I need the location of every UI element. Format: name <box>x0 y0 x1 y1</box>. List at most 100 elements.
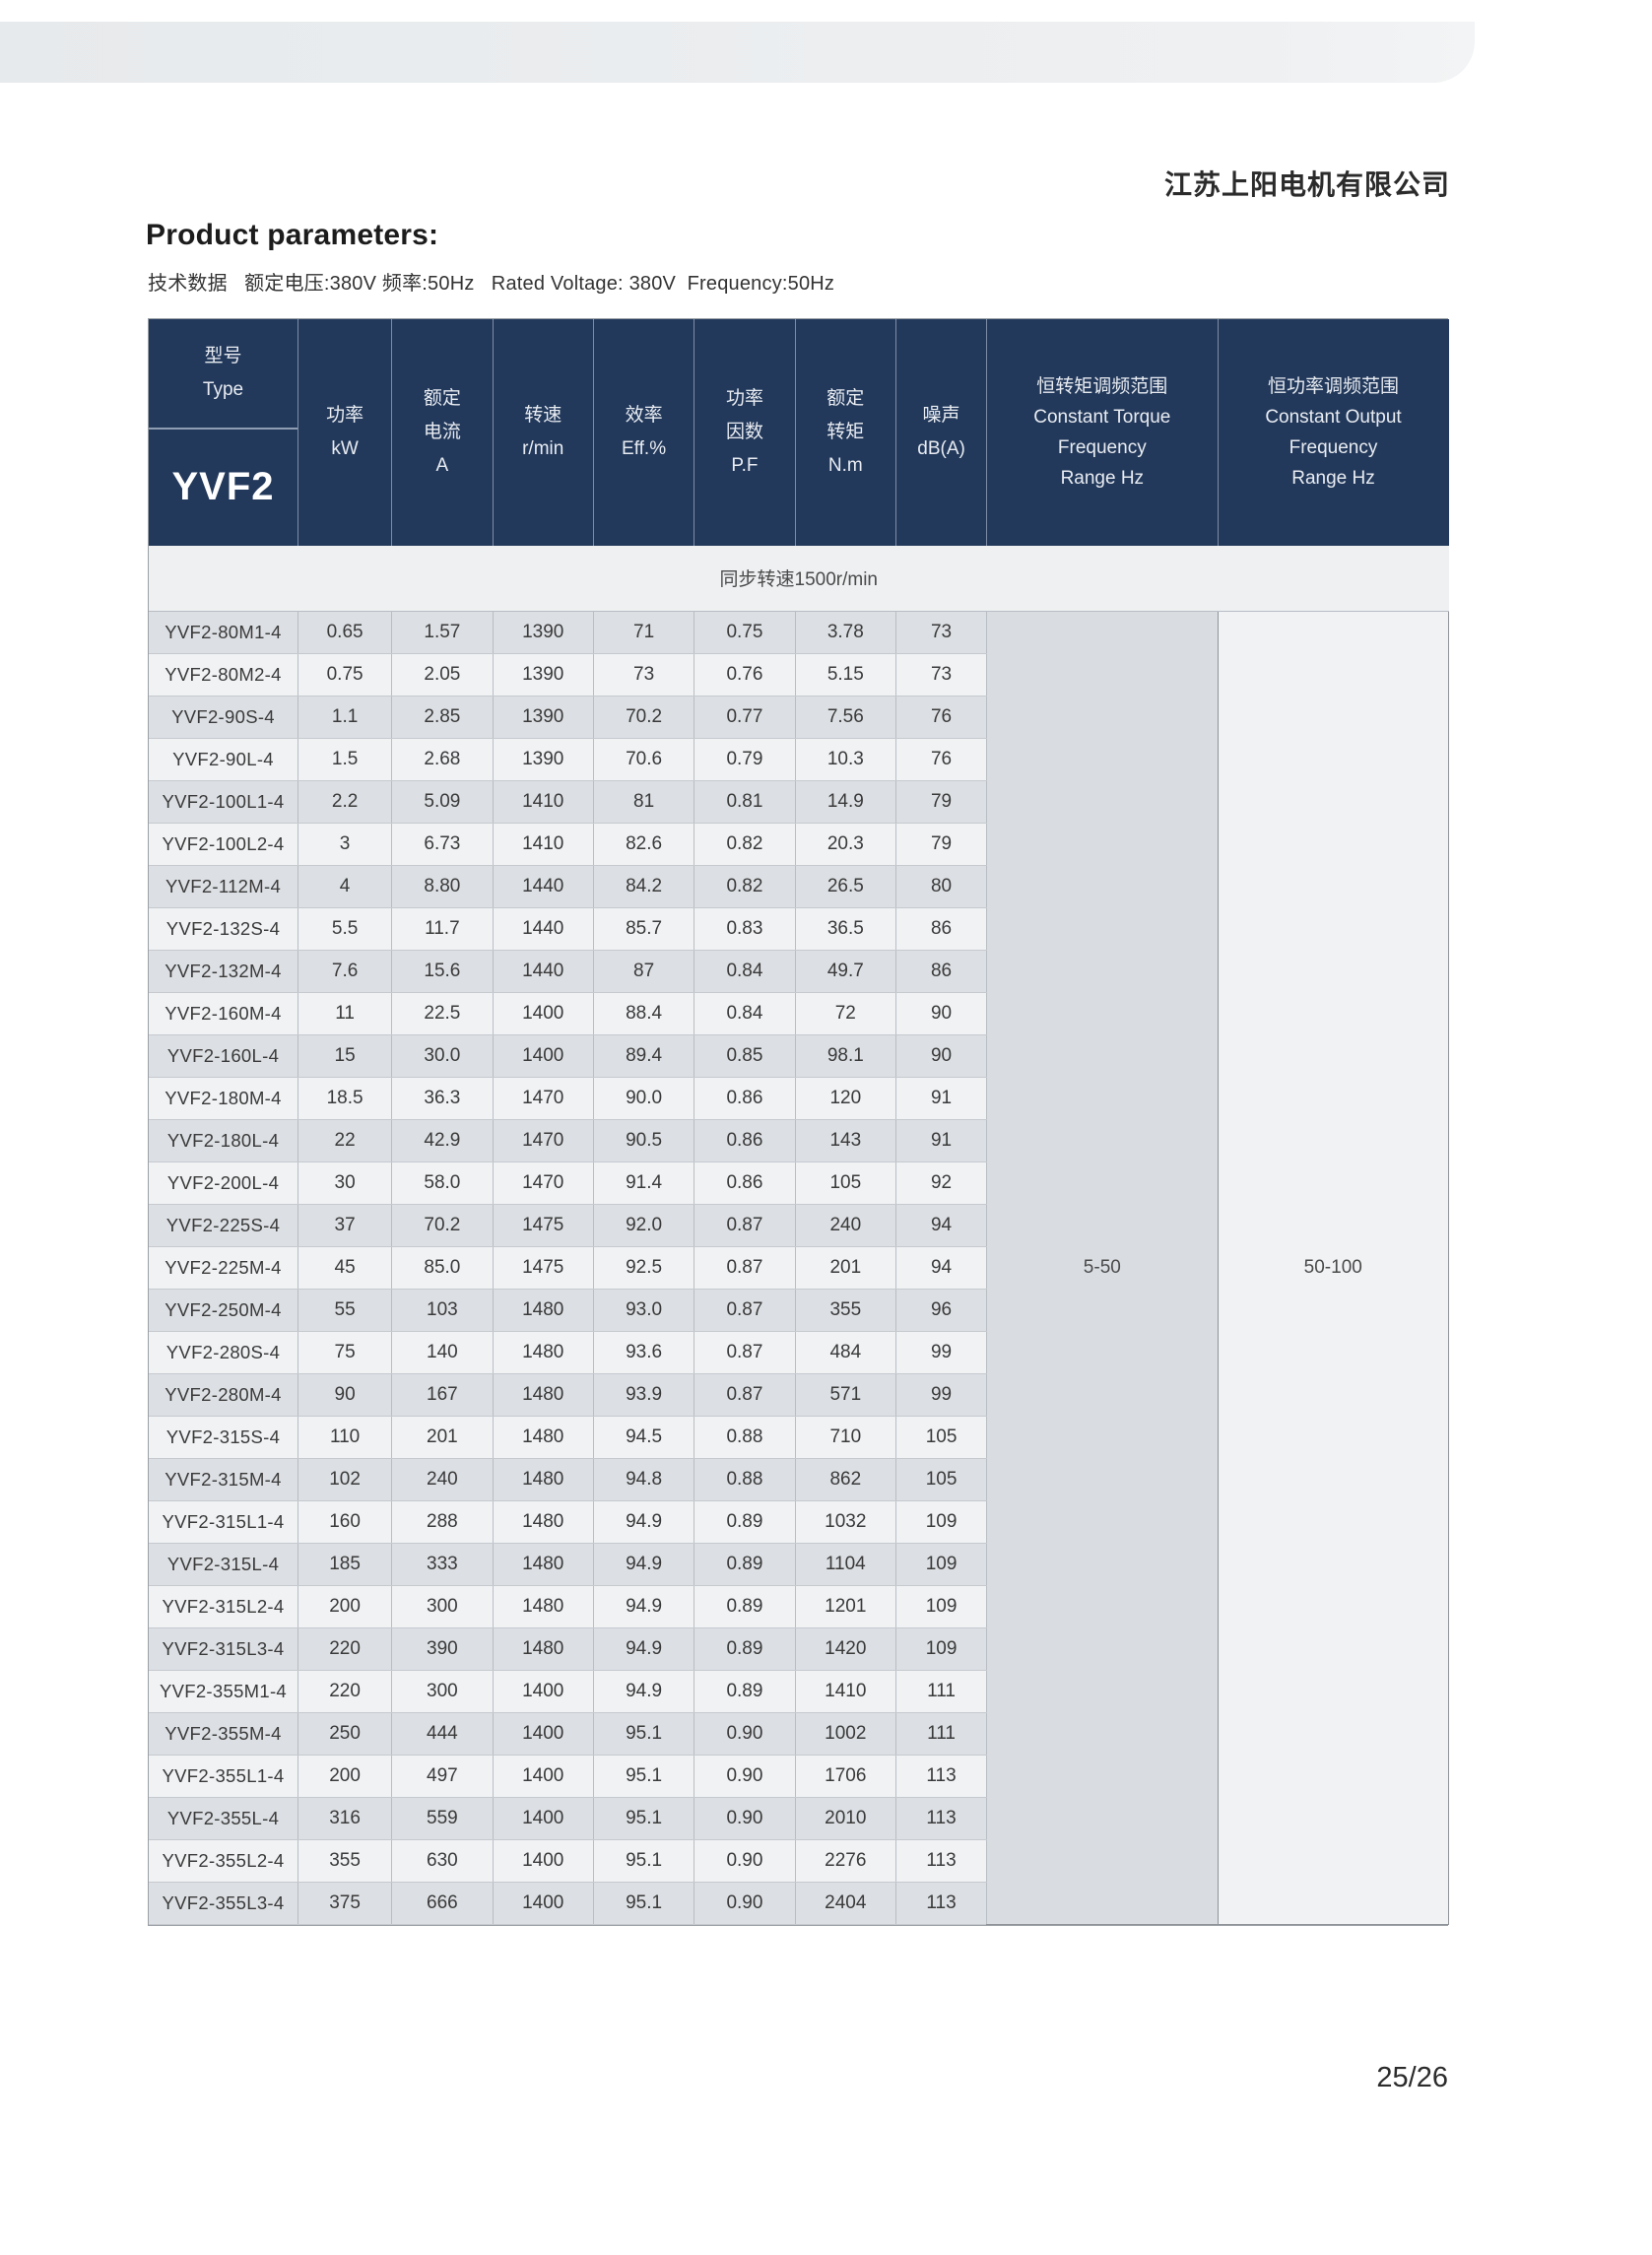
cell-value: 220 <box>297 1627 393 1671</box>
cell-value: 1002 <box>795 1712 896 1756</box>
cell-value: 862 <box>795 1458 896 1501</box>
table-row: YVF2-112M-4 4 8.80 1440 84.2 0.82 26.5 80 <box>149 865 1449 908</box>
table-row: YVF2-132S-4 5.5 11.7 1440 85.7 0.83 36.5 86 <box>149 907 1449 951</box>
cell-value: 0.87 <box>694 1331 796 1374</box>
cell-value: 2010 <box>795 1797 896 1840</box>
cell-value: 70.2 <box>593 696 695 739</box>
cell-value: 2.2 <box>297 780 393 824</box>
column-header-speed-cn: 转速 <box>524 405 562 426</box>
cell-type: YVF2-180L-4 <box>149 1119 298 1162</box>
table-row: YVF2-100L1-4 2.2 5.09 1410 81 0.81 14.9 79 <box>149 780 1449 824</box>
cell-value: 1440 <box>493 907 594 951</box>
column-header-current: 额定 电流 A <box>391 319 494 546</box>
table-row: YVF2-132M-4 7.6 15.6 1440 87 0.84 49.7 86 <box>149 950 1449 993</box>
cell-value: 2.05 <box>391 653 494 696</box>
cell-value: 2.68 <box>391 738 494 781</box>
cell-value: 95.1 <box>593 1839 695 1883</box>
column-header-constant-torque-en3: Range Hz <box>1060 468 1145 489</box>
cell-value: 82.6 <box>593 823 695 866</box>
cell-value: 26.5 <box>795 865 896 908</box>
cell-value: 70.6 <box>593 738 695 781</box>
column-header-torque-cn2: 转矩 <box>826 422 865 442</box>
cell-value: 105 <box>795 1161 896 1205</box>
table-row: YVF2-180M-4 18.5 36.3 1470 90.0 0.86 120 91 <box>149 1077 1449 1120</box>
cell-value: 94.9 <box>593 1543 695 1586</box>
table-row: YVF2-80M2-4 0.75 2.05 1390 73 0.76 5.15 73 <box>149 653 1449 696</box>
cell-value: 92 <box>895 1161 988 1205</box>
cell-value: 333 <box>391 1543 494 1586</box>
cell-value: 250 <box>297 1712 393 1756</box>
cell-value: 1390 <box>493 696 594 739</box>
column-header-power: 功率 kW <box>297 319 393 546</box>
cell-value: 220 <box>297 1670 393 1713</box>
cell-constant-output-range: 50-100 <box>1218 611 1450 1925</box>
cell-value: 15 <box>297 1034 393 1078</box>
column-header-constant-output-en2: Frequency <box>1289 437 1378 458</box>
cell-value: 1410 <box>493 823 594 866</box>
column-header-constant-output-en1: Constant Output <box>1265 407 1402 428</box>
cell-value: 90.5 <box>593 1119 695 1162</box>
column-header-noise-unit: dB(A) <box>917 438 965 459</box>
table-row: YVF2-315L2-4 200 300 1480 94.9 0.89 1201 109 <box>149 1585 1449 1628</box>
cell-value: 3 <box>297 823 393 866</box>
table-row: YVF2-160L-4 15 30.0 1400 89.4 0.85 98.1 90 <box>149 1034 1449 1078</box>
top-decorative-band <box>0 22 1475 83</box>
brand-label: YVF2 <box>171 464 275 508</box>
cell-value: 94.9 <box>593 1670 695 1713</box>
cell-value: 76 <box>895 696 988 739</box>
cell-value: 37 <box>297 1204 393 1247</box>
page-title: Product parameters: <box>146 219 439 251</box>
cell-value: 0.88 <box>694 1458 796 1501</box>
cell-value: 109 <box>895 1543 988 1586</box>
cell-value: 99 <box>895 1331 988 1374</box>
cell-type: YVF2-100L2-4 <box>149 823 298 866</box>
column-header-torque-cn1: 额定 <box>826 388 865 409</box>
cell-value: 1.1 <box>297 696 393 739</box>
cell-value: 1475 <box>493 1246 594 1290</box>
column-header-torque: 额定 转矩 N.m <box>795 319 896 546</box>
cell-value: 0.84 <box>694 950 796 993</box>
column-header-type-labels: 型号 Type <box>149 319 297 430</box>
cell-type: YVF2-355L2-4 <box>149 1839 298 1883</box>
cell-value: 110 <box>297 1416 393 1459</box>
table-row: YVF2-100L2-4 3 6.73 1410 82.6 0.82 20.3 79 <box>149 823 1449 866</box>
cell-value: 36.3 <box>391 1077 494 1120</box>
cell-value: 355 <box>795 1289 896 1332</box>
cell-value: 5.09 <box>391 780 494 824</box>
cell-value: 1104 <box>795 1543 896 1586</box>
cell-type: YVF2-160M-4 <box>149 992 298 1035</box>
cell-value: 99 <box>895 1373 988 1417</box>
cell-type: YVF2-80M2-4 <box>149 653 298 696</box>
cell-value: 109 <box>895 1500 988 1544</box>
cell-value: 120 <box>795 1077 896 1120</box>
cell-value: 109 <box>895 1627 988 1671</box>
cell-type: YVF2-250M-4 <box>149 1289 298 1332</box>
cell-value: 1480 <box>493 1543 594 1586</box>
cell-value: 0.82 <box>694 823 796 866</box>
cell-value: 185 <box>297 1543 393 1586</box>
cell-value: 5.15 <box>795 653 896 696</box>
cell-value: 240 <box>391 1458 494 1501</box>
cell-value: 73 <box>895 611 988 654</box>
cell-value: 0.82 <box>694 865 796 908</box>
cell-value: 0.86 <box>694 1077 796 1120</box>
table-header: 型号 Type YVF2 功率 kW 额定 <box>149 319 1449 546</box>
cell-value: 0.89 <box>694 1500 796 1544</box>
table-row: YVF2-280S-4 75 140 1480 93.6 0.87 484 99 <box>149 1331 1449 1374</box>
cell-value: 0.87 <box>694 1246 796 1290</box>
column-header-type: 型号 Type YVF2 <box>149 319 298 546</box>
cell-value: 88.4 <box>593 992 695 1035</box>
cell-value: 30.0 <box>391 1034 494 1078</box>
column-header-speed: 转速 r/min <box>493 319 594 546</box>
cell-value: 355 <box>297 1839 393 1883</box>
motor-spec-table: 型号 Type YVF2 功率 kW 额定 <box>149 319 1450 1925</box>
cell-value: 109 <box>895 1585 988 1628</box>
cell-value: 94.9 <box>593 1500 695 1544</box>
cell-value: 1410 <box>795 1670 896 1713</box>
cell-value: 55 <box>297 1289 393 1332</box>
cell-value: 76 <box>895 738 988 781</box>
cell-value: 0.86 <box>694 1161 796 1205</box>
cell-value: 571 <box>795 1373 896 1417</box>
cell-value: 0.84 <box>694 992 796 1035</box>
cell-value: 90 <box>297 1373 393 1417</box>
